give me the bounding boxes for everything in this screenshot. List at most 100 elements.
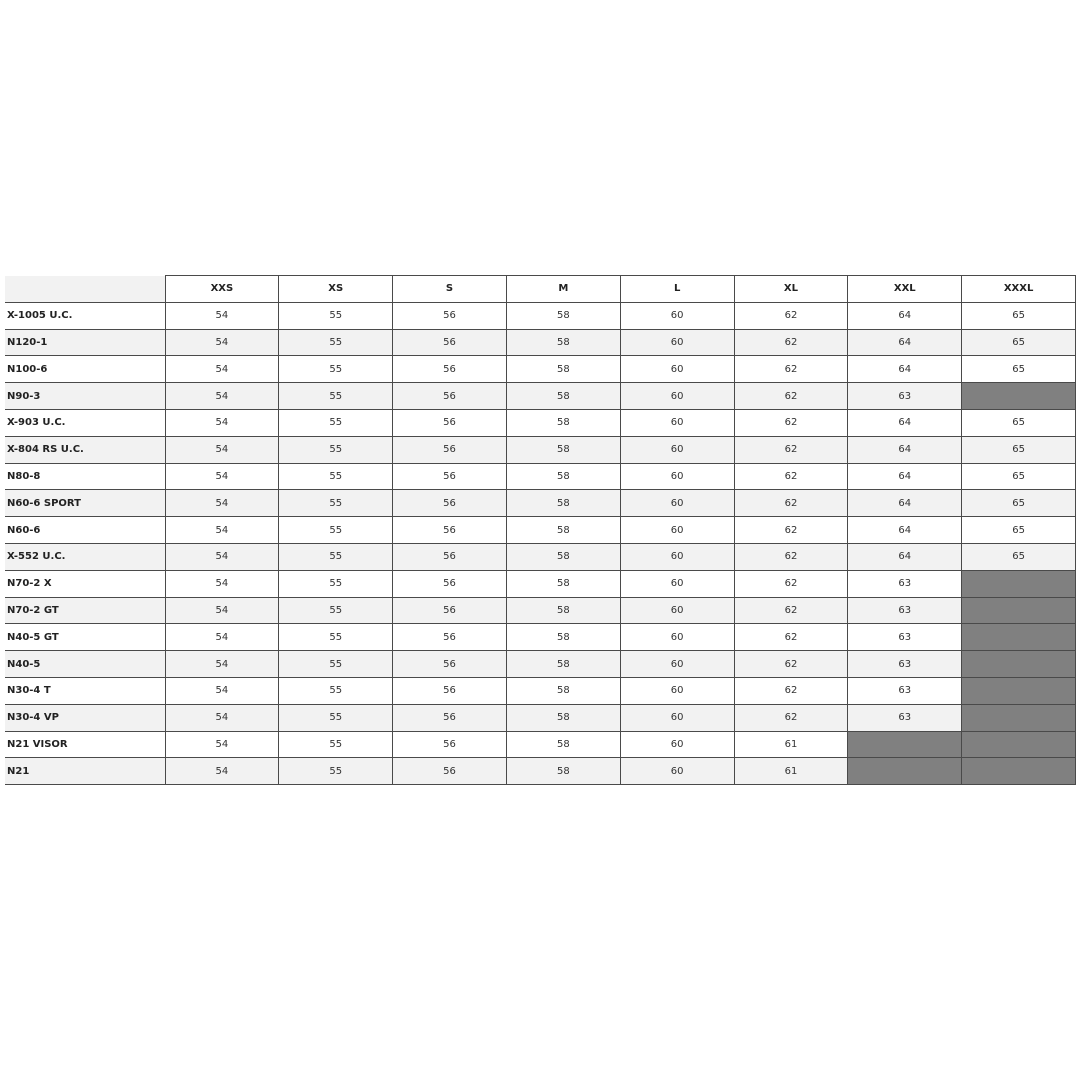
size-value-cell: 56 <box>392 435 507 464</box>
size-value-cell: 60 <box>619 757 735 786</box>
size-value-cell: 55 <box>278 676 394 705</box>
size-value-cell: 54 <box>164 757 280 786</box>
model-name: N60-6 SPORT <box>5 489 166 518</box>
size-value-cell: 61 <box>733 730 849 759</box>
size-value-cell: 62 <box>733 703 849 732</box>
size-value-cell: 56 <box>392 516 507 544</box>
size-value-cell: 54 <box>164 355 280 384</box>
unavailable-cell <box>961 623 1076 652</box>
size-value-cell: 63 <box>847 382 963 410</box>
size-value-cell: 54 <box>164 623 280 652</box>
table-row: X-552 U.C. 54 55 56 58 60 62 64 65 <box>5 542 1076 571</box>
size-value-cell: 62 <box>733 596 849 625</box>
size-value-cell: 58 <box>505 355 621 384</box>
size-value-cell: 58 <box>505 569 621 598</box>
model-name: N80-8 <box>5 462 166 491</box>
size-value-cell: 63 <box>847 623 963 652</box>
size-value-cell: 64 <box>847 462 963 491</box>
unavailable-cell <box>961 730 1076 759</box>
size-value-cell: 62 <box>733 676 849 705</box>
table-row: N30-4 T 54 55 56 58 60 62 63 <box>5 676 1076 705</box>
size-value-cell: 56 <box>392 650 507 678</box>
size-value-cell: 60 <box>619 676 735 705</box>
size-value-cell: 54 <box>164 516 280 544</box>
size-value-cell: 54 <box>164 569 280 598</box>
size-value-cell: 58 <box>505 462 621 491</box>
size-value-cell: 63 <box>847 569 963 598</box>
size-value-cell: 62 <box>733 355 849 384</box>
table-row: X-1005 U.C. 54 55 56 58 60 62 64 65 <box>5 301 1076 330</box>
size-value-cell: 55 <box>278 382 394 410</box>
size-value-cell: 55 <box>278 301 394 330</box>
size-value-cell: 55 <box>278 489 394 518</box>
size-value-cell: 55 <box>278 623 394 652</box>
size-chart-table: XXS XS S M L XL XXL XXXL X-1005 U.C. 54 55 56 58 60 6… <box>5 275 1076 786</box>
size-value-cell: 63 <box>847 596 963 625</box>
size-value-cell: 63 <box>847 650 963 678</box>
size-value-cell: 56 <box>392 382 507 410</box>
size-value-cell: 65 <box>961 408 1076 437</box>
table-row: N40-5 54 55 56 58 60 62 63 <box>5 650 1076 678</box>
unavailable-cell <box>847 757 963 786</box>
size-value-cell: 54 <box>164 542 280 571</box>
table-row: N120-1 54 55 56 58 60 62 64 65 <box>5 328 1076 357</box>
size-value-cell: 62 <box>733 623 849 652</box>
size-value-cell: 56 <box>392 757 507 786</box>
size-value-cell: 56 <box>392 408 507 437</box>
size-value-cell: 56 <box>392 596 507 625</box>
unavailable-cell <box>961 676 1076 705</box>
size-value-cell: 60 <box>619 596 735 625</box>
size-value-cell: 65 <box>961 355 1076 384</box>
corner-cell <box>5 275 166 303</box>
model-name: N40-5 GT <box>5 623 166 652</box>
size-value-cell: 62 <box>733 328 849 357</box>
size-value-cell: 65 <box>961 301 1076 330</box>
size-value-cell: 58 <box>505 596 621 625</box>
size-value-cell: 58 <box>505 650 621 678</box>
size-value-cell: 62 <box>733 650 849 678</box>
size-value-cell: 60 <box>619 650 735 678</box>
model-name: X-1005 U.C. <box>5 301 166 330</box>
size-value-cell: 55 <box>278 328 394 357</box>
size-value-cell: 60 <box>619 542 735 571</box>
size-value-cell: 55 <box>278 569 394 598</box>
size-value-cell: 55 <box>278 703 394 732</box>
size-value-cell: 56 <box>392 676 507 705</box>
size-value-cell: 55 <box>278 408 394 437</box>
size-value-cell: 55 <box>278 355 394 384</box>
table-row: N60-6 SPORT 54 55 56 58 60 62 64 65 <box>5 489 1076 518</box>
size-value-cell: 60 <box>619 355 735 384</box>
size-value-cell: 55 <box>278 650 394 678</box>
size-value-cell: 64 <box>847 542 963 571</box>
size-value-cell: 56 <box>392 542 507 571</box>
size-header-l: L <box>619 275 735 303</box>
size-value-cell: 61 <box>733 757 849 786</box>
model-name: N120-1 <box>5 328 166 357</box>
size-header-xs: XS <box>278 275 394 303</box>
model-name: N70-2 X <box>5 569 166 598</box>
model-name: X-552 U.C. <box>5 542 166 571</box>
unavailable-cell <box>961 757 1076 786</box>
size-value-cell: 58 <box>505 542 621 571</box>
size-value-cell: 62 <box>733 408 849 437</box>
size-value-cell: 58 <box>505 703 621 732</box>
table-row: X-804 RS U.C. 54 55 56 58 60 62 64 65 <box>5 435 1076 464</box>
size-value-cell: 60 <box>619 489 735 518</box>
size-value-cell: 58 <box>505 623 621 652</box>
table-row: N30-4 VP 54 55 56 58 60 62 63 <box>5 703 1076 732</box>
unavailable-cell <box>847 730 963 759</box>
size-header-xxs: XXS <box>164 275 280 303</box>
size-value-cell: 58 <box>505 489 621 518</box>
model-name: N30-4 VP <box>5 703 166 732</box>
size-value-cell: 62 <box>733 462 849 491</box>
size-value-cell: 56 <box>392 489 507 518</box>
size-header-xxl: XXL <box>847 275 963 303</box>
size-value-cell: 60 <box>619 328 735 357</box>
size-header-m: M <box>505 275 621 303</box>
model-name: N70-2 GT <box>5 596 166 625</box>
header-row: XXS XS S M L XL XXL XXXL <box>5 275 1076 303</box>
size-value-cell: 64 <box>847 435 963 464</box>
unavailable-cell <box>961 569 1076 598</box>
size-value-cell: 64 <box>847 408 963 437</box>
unavailable-cell <box>961 596 1076 625</box>
